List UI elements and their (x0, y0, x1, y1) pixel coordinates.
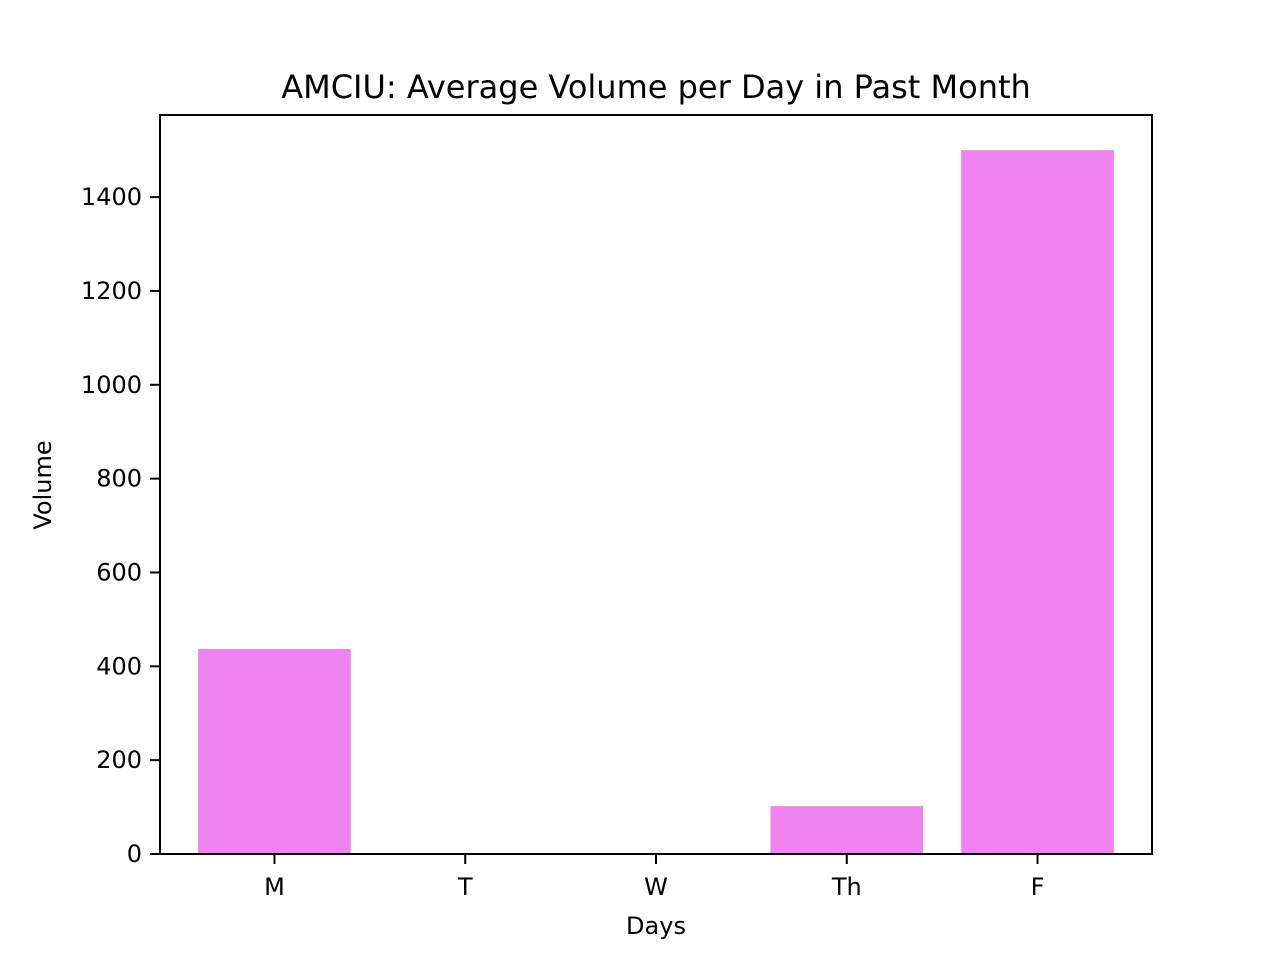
bar-f (961, 150, 1114, 854)
bar-m (198, 648, 351, 854)
x-axis-label: Days (626, 912, 686, 940)
y-tick-label: 1400 (81, 183, 142, 211)
x-tick-label: Th (831, 873, 862, 901)
chart-title: AMCIU: Average Volume per Day in Past Mo… (281, 68, 1031, 106)
y-tick-label: 800 (96, 465, 142, 493)
bars-group (198, 150, 1114, 854)
y-tick-label: 0 (127, 840, 142, 868)
x-tick-label: W (644, 873, 668, 901)
y-axis: 0 200 400 600 800 1000 1200 1400 (81, 183, 160, 868)
x-tick-label: F (1031, 873, 1045, 901)
y-tick-label: 1200 (81, 277, 142, 305)
y-tick-label: 200 (96, 746, 142, 774)
y-axis-label: Volume (29, 440, 57, 529)
x-tick-label: T (457, 873, 473, 901)
y-tick-label: 600 (96, 558, 142, 586)
bar-th (770, 806, 924, 854)
x-tick-label: M (264, 873, 285, 901)
y-tick-label: 400 (96, 652, 142, 680)
y-tick-label: 1000 (81, 371, 142, 399)
x-axis: M T W Th F (264, 854, 1044, 901)
